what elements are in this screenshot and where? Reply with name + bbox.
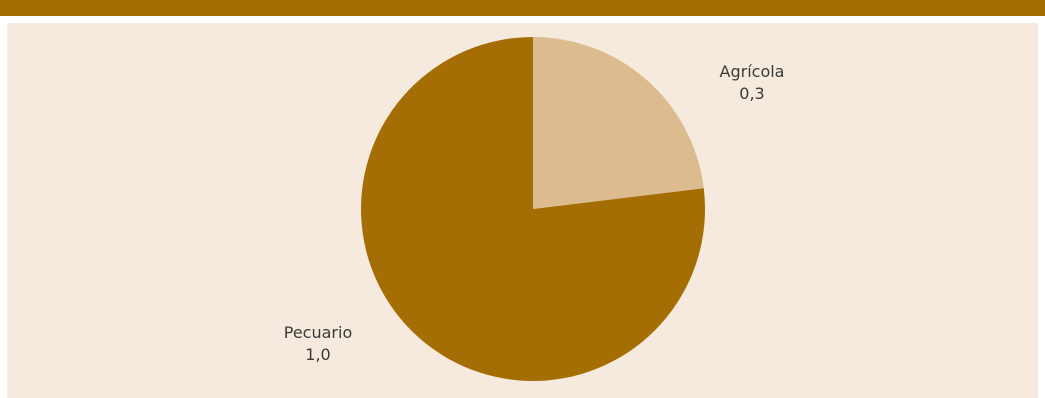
pie-slice-pecuario [360,37,705,381]
slice-label-agricola-value: 0,3 [739,84,765,103]
slice-label-pecuario-name: Pecuario [283,323,353,342]
slice-label-agricola-name: Agrícola [719,62,785,81]
header-bar [0,0,1045,16]
pie-slice-agricola [533,37,704,209]
slice-label-pecuario: Pecuario 1,0 [272,322,364,366]
slice-label-agricola: Agrícola 0,3 [712,61,792,105]
pie-slices [360,37,705,381]
slice-label-pecuario-value: 1,0 [305,345,331,364]
